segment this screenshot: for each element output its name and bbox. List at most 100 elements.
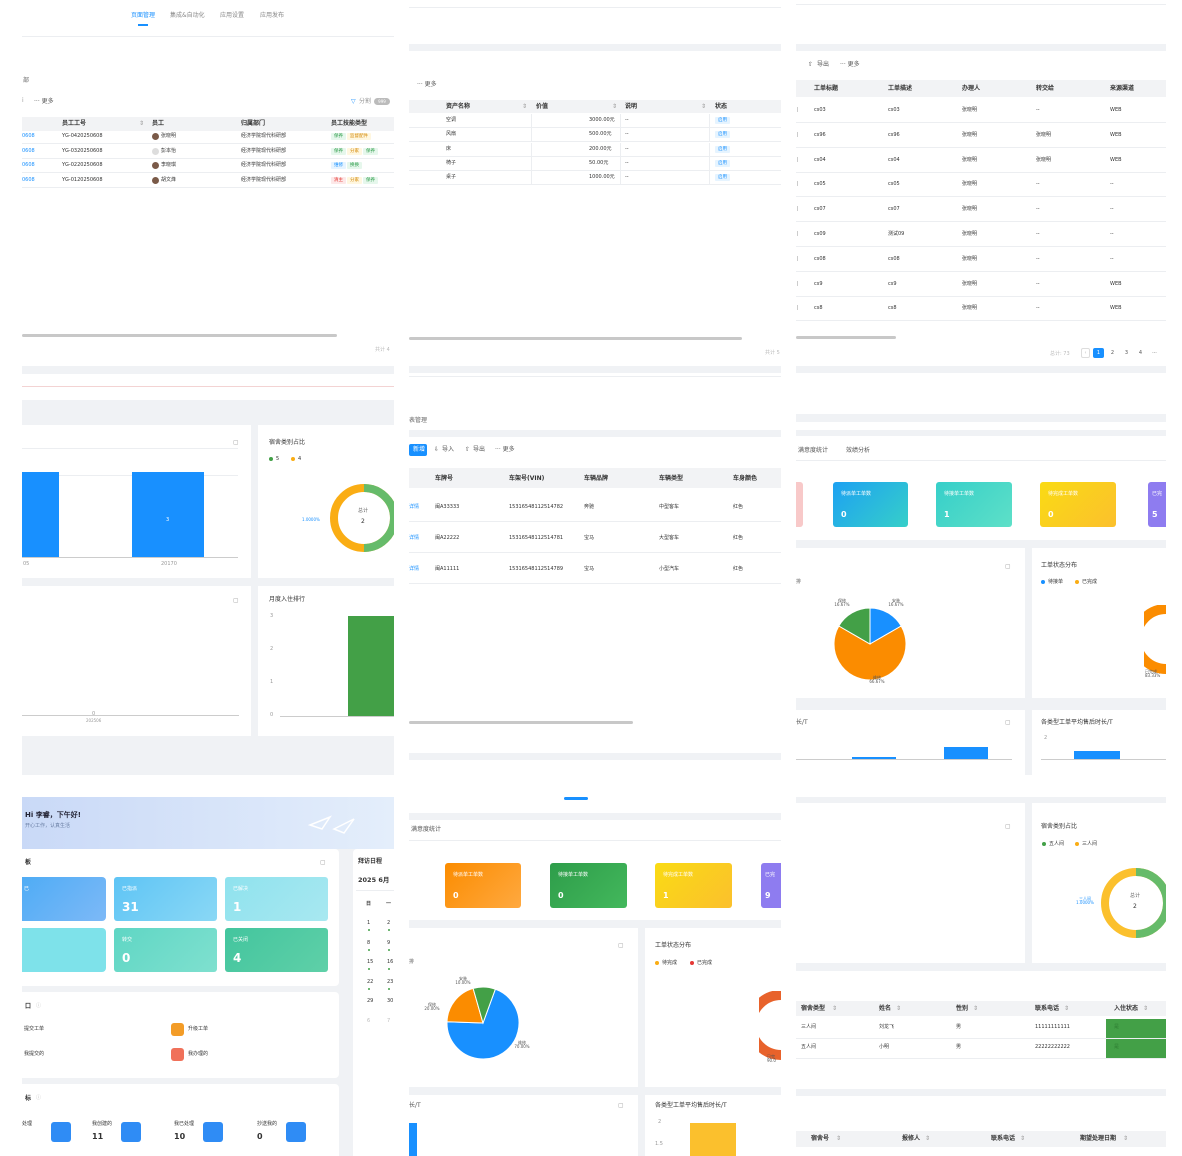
col-phone[interactable]: 联系电话 xyxy=(1035,1005,1060,1012)
calendar-day[interactable]: 6 xyxy=(367,1017,371,1024)
tab-page-management[interactable]: 页面管理 xyxy=(131,12,156,19)
calendar-day[interactable]: 16 xyxy=(387,959,394,965)
horizontal-scrollbar[interactable] xyxy=(409,337,742,340)
col-skill-type[interactable]: 员工技能类型 xyxy=(331,120,368,127)
more-button[interactable]: ··· 更多 xyxy=(417,81,437,88)
sort-icon[interactable]: ⇕ xyxy=(1020,1135,1026,1142)
card-menu-icon[interactable]: ▢ xyxy=(618,942,624,949)
col-dorm-type[interactable]: 宿舍类型 xyxy=(801,1005,826,1012)
stat-card-assigned[interactable]: 已指派 31 xyxy=(114,877,217,921)
col-type[interactable]: 车辆类型 xyxy=(659,475,684,482)
stat-card-dispatch[interactable]: 待派单工单数 0 xyxy=(833,482,908,527)
new-button[interactable] xyxy=(409,444,427,456)
col-checkin[interactable]: 入住状态 xyxy=(1114,1005,1139,1012)
col-dorm-no[interactable]: 宿舍号 xyxy=(811,1135,830,1142)
col-plate[interactable]: 车牌号 xyxy=(435,475,454,482)
sort-icon[interactable]: ⇕ xyxy=(612,103,618,110)
todo-icon[interactable] xyxy=(203,1122,223,1142)
detail-link[interactable]: 详情 xyxy=(409,566,420,572)
card-menu-icon[interactable]: ▢ xyxy=(1005,719,1011,726)
sort-icon[interactable]: ⇕ xyxy=(973,1005,979,1012)
sort-icon[interactable]: ⇕ xyxy=(896,1005,902,1012)
entry-submit[interactable]: 提交工单 xyxy=(24,1026,45,1032)
row-link[interactable]: 0608 xyxy=(22,147,35,154)
stat-card-complete[interactable]: 待完成工单数 1 xyxy=(655,863,732,908)
card-menu-icon[interactable]: ▢ xyxy=(233,439,239,446)
col-employee[interactable]: 员工 xyxy=(152,120,165,127)
calendar-day[interactable]: 7 xyxy=(387,1017,391,1024)
col-name[interactable]: 姓名 xyxy=(879,1005,892,1012)
stat-card-complete[interactable]: 待完成工单数 0 xyxy=(1040,482,1116,527)
col-employee-no[interactable]: 员工工号 xyxy=(62,120,87,127)
col-brand[interactable]: 车辆品牌 xyxy=(584,475,609,482)
col-transfer[interactable]: 转交给 xyxy=(1036,85,1055,92)
todo-icon[interactable] xyxy=(286,1122,306,1142)
calendar-day[interactable]: 15 xyxy=(367,959,374,965)
card-menu-icon[interactable]: ▢ xyxy=(233,597,239,604)
sort-icon[interactable]: ⇕ xyxy=(832,1005,838,1012)
col-color[interactable]: 车身颜色 xyxy=(733,475,758,482)
calendar-day[interactable]: 29 xyxy=(367,998,374,1004)
detail-link[interactable]: 详情 xyxy=(409,504,420,510)
new-button-label[interactable]: 新增 xyxy=(413,446,426,453)
calendar-day[interactable]: 8 xyxy=(367,939,371,946)
calendar-day[interactable]: 23 xyxy=(387,978,394,985)
sort-icon[interactable]: ⇕ xyxy=(522,103,528,110)
todo-icon[interactable] xyxy=(51,1122,71,1142)
detail-link[interactable]: 详情 xyxy=(409,535,420,541)
card-menu-icon[interactable]: ▢ xyxy=(320,859,326,866)
todo-label[interactable]: 我创建的 xyxy=(92,1121,113,1127)
entry-upgrade[interactable]: 升级工单 xyxy=(188,1026,209,1032)
page-1[interactable]: 1 xyxy=(1093,348,1104,358)
page-3[interactable]: 3 xyxy=(1124,350,1129,356)
sort-icon[interactable]: ⇕ xyxy=(701,103,707,110)
sort-icon[interactable]: ⇕ xyxy=(836,1135,842,1142)
card-menu-icon[interactable]: ▢ xyxy=(1005,823,1011,830)
sort-icon[interactable]: ⇕ xyxy=(1143,1005,1149,1012)
stat-card-blue[interactable]: 已 xyxy=(22,877,106,921)
export-icon[interactable]: ⇧ xyxy=(808,61,814,68)
stat-card-closed[interactable]: 已关闭 4 xyxy=(225,928,328,972)
col-handler[interactable]: 办理人 xyxy=(962,85,981,92)
row-link[interactable]: 0608 xyxy=(22,162,35,168)
col-status[interactable]: 状态 xyxy=(715,103,728,110)
handled-icon[interactable] xyxy=(171,1048,184,1061)
calendar-day[interactable]: 22 xyxy=(367,978,374,985)
col-source[interactable]: 来源渠道 xyxy=(1110,85,1135,92)
col-expected-date[interactable]: 期望处理日期 xyxy=(1080,1135,1117,1142)
stat-card-resolved[interactable]: 已解决 1 xyxy=(225,877,328,921)
stat-card-done[interactable]: 已完 5 xyxy=(1148,482,1166,527)
sort-icon[interactable]: ⇕ xyxy=(1064,1005,1070,1012)
card-menu-icon[interactable]: ▢ xyxy=(618,1102,624,1109)
more-button[interactable]: ··· 更多 xyxy=(840,61,860,68)
col-reporter[interactable]: 报修人 xyxy=(902,1135,921,1142)
col-title[interactable]: 工单标题 xyxy=(814,85,839,92)
export-icon[interactable]: ⇧ xyxy=(465,446,471,453)
stat-card-done[interactable]: 已完 9 xyxy=(761,863,781,908)
stat-card-dispatch[interactable]: 待派单工单数 0 xyxy=(445,863,521,908)
calendar-day[interactable]: 1 xyxy=(367,920,371,926)
calendar-month[interactable]: 2025 6月 xyxy=(358,876,390,884)
col-contact[interactable]: 联系电话 xyxy=(991,1135,1016,1142)
more-button[interactable]: ··· 更多 xyxy=(34,98,54,105)
upgrade-icon[interactable] xyxy=(171,1023,184,1036)
prev-page-button[interactable]: ‹ xyxy=(1081,348,1090,358)
horizontal-scrollbar[interactable] xyxy=(409,721,633,724)
calendar-day[interactable]: 30 xyxy=(387,998,394,1004)
col-desc[interactable]: 工单描述 xyxy=(888,85,913,92)
row-link[interactable]: 0608 xyxy=(22,176,35,183)
card-menu-icon[interactable]: ▢ xyxy=(1005,563,1011,570)
col-value[interactable]: 价值 xyxy=(536,103,549,110)
calendar-day[interactable]: 9 xyxy=(387,939,391,946)
tab-integration[interactable]: 集成&自动化 xyxy=(170,12,205,19)
calendar-day[interactable]: 2 xyxy=(387,920,391,926)
horizontal-scrollbar[interactable] xyxy=(22,334,337,337)
horizontal-scrollbar[interactable] xyxy=(796,336,896,339)
stat-card-receive[interactable]: 待接单工单数 1 xyxy=(936,482,1012,527)
col-asset-name[interactable]: 资产名称 xyxy=(446,103,471,110)
sort-icon[interactable]: ⇕ xyxy=(139,120,145,127)
stat-card-transfer[interactable]: 转交 0 xyxy=(114,928,217,972)
import-button[interactable]: 导入 xyxy=(442,446,455,453)
page-2[interactable]: 2 xyxy=(1110,350,1115,356)
tab-app-publish[interactable]: 应用发布 xyxy=(260,12,285,19)
